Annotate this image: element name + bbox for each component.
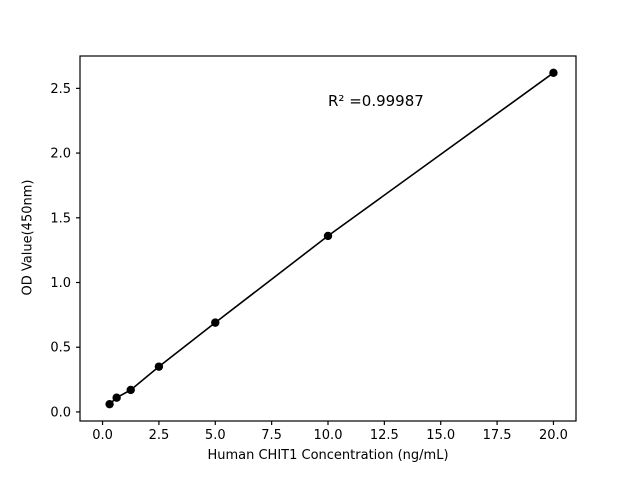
x-tick-label: 0.0 xyxy=(92,428,113,443)
data-point xyxy=(154,362,164,371)
x-tick-label: 7.5 xyxy=(261,428,282,443)
data-point xyxy=(323,231,333,241)
y-tick-label: 1.5 xyxy=(50,211,71,226)
x-tick-label: 17.5 xyxy=(483,428,512,443)
data-point xyxy=(105,399,114,409)
data-point xyxy=(126,385,135,395)
y-tick-label: 1.0 xyxy=(50,276,71,291)
y-tick-label: 2.5 xyxy=(50,82,71,97)
y-tick-label: 2.0 xyxy=(50,147,71,162)
data-point xyxy=(112,393,121,402)
x-tick-label: 12.5 xyxy=(370,428,399,443)
data-point xyxy=(211,318,220,327)
y-tick-label: 0.0 xyxy=(50,405,71,420)
x-tick-label: 10.0 xyxy=(314,428,343,443)
r-squared-annotation: R² =0.99987 xyxy=(328,92,424,110)
fit-line xyxy=(109,72,554,405)
x-tick-label: 5.0 xyxy=(205,428,226,443)
x-tick-label: 2.5 xyxy=(149,428,170,443)
x-tick-label: 20.0 xyxy=(539,428,568,443)
x-axis-label: Human CHIT1 Concentration (ng/mL) xyxy=(207,448,449,463)
x-tick-label: 15.0 xyxy=(426,428,455,443)
y-tick-label: 0.5 xyxy=(50,341,71,356)
y-axis-label: OD Value(450nm) xyxy=(20,179,36,296)
data-point xyxy=(549,68,558,78)
